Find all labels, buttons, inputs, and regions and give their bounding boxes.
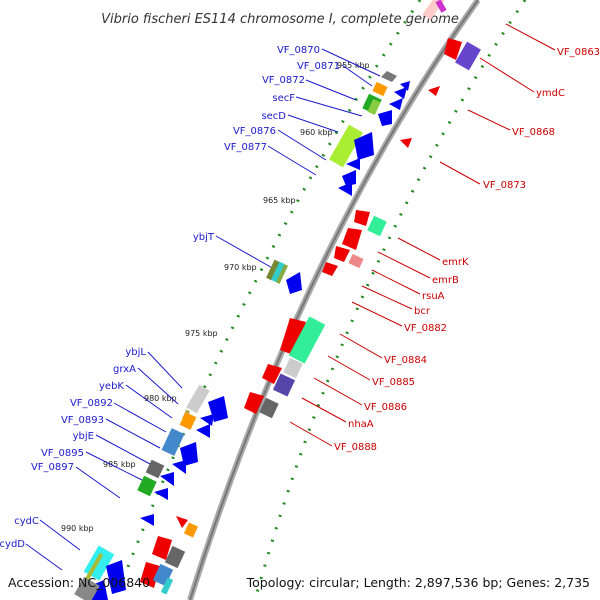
kbp-label: 975 kbp [185, 329, 218, 338]
chromosome-backbone [187, 0, 481, 600]
kbp-label: 970 kbp [224, 263, 257, 272]
gene-label: secF [272, 93, 295, 104]
gene-label: secD [261, 111, 286, 122]
label-connectors [25, 23, 556, 571]
gene-label: VF_0873 [483, 180, 526, 191]
gene-label: VF_0877 [224, 142, 267, 153]
accession-text: Accession: NC_006840 [8, 575, 151, 590]
top-features [422, 0, 448, 21]
gene-label: VF_0868 [512, 127, 555, 138]
topology-text: Topology: circular; Length: 2,897,536 bp… [246, 575, 590, 590]
gene-label: VF_0897 [31, 462, 74, 473]
gene-label: VF_0888 [334, 442, 377, 453]
gene-label: nhaA [348, 419, 374, 430]
gene-label: VF_0872 [262, 75, 305, 86]
gc-track-outer [253, 0, 527, 600]
gene-label: VF_0893 [61, 415, 104, 426]
gene-labels-left: VF_0870 VF_0871 VF_0872 secF secD VF_087… [0, 45, 340, 550]
gene-label: grxA [113, 364, 136, 375]
kbp-label: 955 kbp [337, 61, 370, 70]
kbp-label: 965 kbp [263, 196, 296, 205]
gene-label: VF_0885 [372, 377, 415, 388]
gene-label: bcr [414, 306, 431, 317]
gene-label: emrB [432, 275, 459, 286]
gene-labels-right: VF_0863 ymdC VF_0868 VF_0873 emrK emrB r… [334, 47, 600, 453]
gene-label: ybjE [73, 431, 94, 442]
kbp-label: 985 kbp [103, 460, 136, 469]
gene-label: ybjT [193, 232, 215, 243]
kbp-label: 980 kbp [144, 394, 177, 403]
gene-label: VF_0870 [277, 45, 320, 56]
kbp-label: 960 kbp [300, 128, 333, 137]
gene-label: VF_0871 [297, 61, 340, 72]
gene-label: emrK [442, 257, 469, 268]
reverse-strand-genes [140, 38, 481, 595]
kbp-labels: 955 kbp 960 kbp 965 kbp 970 kbp 975 kbp … [61, 61, 370, 533]
gene-label: ymdC [536, 88, 565, 99]
forward-strand-genes [74, 71, 410, 600]
gene-label: VF_0886 [364, 402, 407, 413]
gene-label: VF_0863 [557, 47, 600, 58]
gene-label: ybjL [125, 347, 146, 358]
map-title: Vibrio fischeri ES114 chromosome I, comp… [101, 12, 459, 27]
gene-label: VF_0884 [384, 355, 427, 366]
gene-label: VF_0882 [404, 323, 447, 334]
gene-label: VF_0876 [233, 126, 276, 137]
gene-label: rsuA [422, 291, 445, 302]
gene-label: VF_0892 [70, 398, 113, 409]
gene-label: VF_0895 [41, 448, 84, 459]
gene-label: yebK [99, 381, 124, 392]
gene-label: cydC [14, 516, 39, 527]
kbp-label: 990 kbp [61, 524, 94, 533]
gene-label: cydD [0, 539, 25, 550]
